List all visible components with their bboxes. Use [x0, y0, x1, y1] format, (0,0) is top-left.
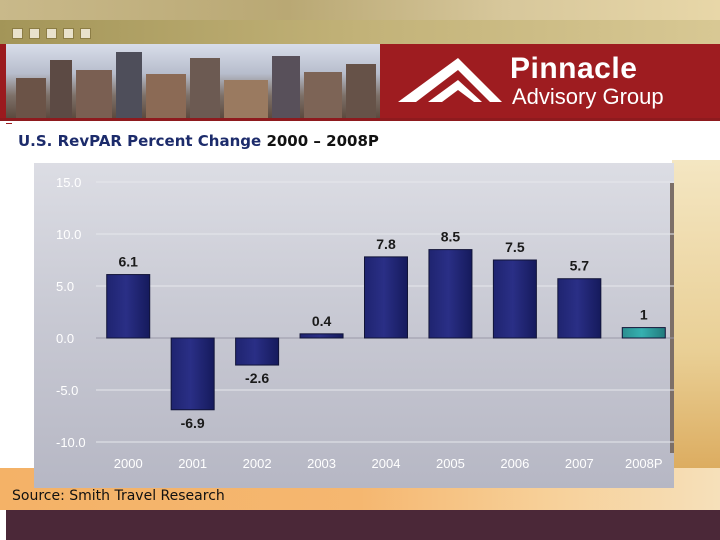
- header-bar: [0, 20, 720, 44]
- x-tick-label: 2002: [243, 456, 272, 471]
- decorative-panel: [672, 160, 720, 480]
- nav-squares: [12, 28, 91, 39]
- logo-mountain-icon: [398, 58, 502, 102]
- bar: [170, 337, 215, 411]
- y-tick-label: -10.0: [56, 435, 86, 450]
- bar: [299, 333, 344, 339]
- bar: [492, 259, 537, 339]
- bar: [364, 256, 408, 339]
- title-prefix: U.S. RevPAR Percent Change: [18, 132, 262, 150]
- x-tick-label: 2005: [436, 456, 465, 471]
- page-title: U.S. RevPAR Percent Change 2000 – 2008P: [18, 132, 379, 150]
- y-tick-label: 15.0: [56, 175, 81, 190]
- data-label: 1: [640, 307, 648, 323]
- y-tick-label: -5.0: [56, 383, 78, 398]
- data-label: -2.6: [245, 370, 269, 386]
- data-label: 0.4: [312, 313, 332, 329]
- x-tick-label: 2001: [178, 456, 207, 471]
- y-tick-label: 5.0: [56, 279, 74, 294]
- footer-bar: [6, 510, 720, 540]
- x-tick-label: 2004: [372, 456, 401, 471]
- bar: [557, 278, 602, 339]
- x-tick-label: 2008P: [625, 456, 663, 471]
- x-tick-label: 2007: [565, 456, 594, 471]
- x-tick-label: 2003: [307, 456, 336, 471]
- brand-subtitle: Advisory Group: [512, 84, 664, 109]
- data-label: 8.5: [441, 229, 461, 245]
- x-tick-label: 2000: [114, 456, 143, 471]
- title-range: 2000 – 2008P: [266, 132, 379, 150]
- x-tick-label: 2006: [500, 456, 529, 471]
- banner-underline: [0, 118, 720, 121]
- bar-chart: 15.0 10.0 5.0 0.0 -5.0 -10.0 6.1 2000 -6.9 2001 -2…: [56, 175, 674, 471]
- brand-name: Pinnacle: [510, 52, 638, 85]
- data-label: 5.7: [570, 258, 590, 274]
- divider: [6, 123, 12, 124]
- data-label: 7.8: [376, 236, 396, 252]
- source-note: Source: Smith Travel Research: [12, 488, 225, 504]
- bar: [106, 274, 151, 339]
- data-label: 6.1: [118, 254, 138, 270]
- nav-square[interactable]: [29, 28, 40, 39]
- nav-square[interactable]: [12, 28, 23, 39]
- y-tick-label: 0.0: [56, 331, 74, 346]
- nav-square[interactable]: [80, 28, 91, 39]
- bar: [621, 327, 666, 339]
- city-skyline-image: [6, 44, 380, 118]
- nav-square[interactable]: [46, 28, 57, 39]
- data-label: -6.9: [181, 415, 205, 431]
- data-label: 7.5: [505, 239, 525, 255]
- bar: [235, 337, 280, 366]
- y-tick-label: 10.0: [56, 227, 81, 242]
- bar: [428, 249, 473, 339]
- header-top-stripe: [0, 0, 720, 20]
- nav-square[interactable]: [63, 28, 74, 39]
